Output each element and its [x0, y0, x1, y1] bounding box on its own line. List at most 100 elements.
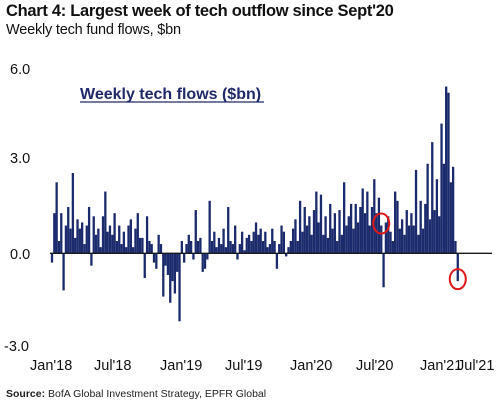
bar-2018-03-23	[76, 219, 79, 254]
bar-2019-04-26	[208, 200, 211, 254]
bar-2019-07-12	[234, 225, 237, 254]
bar-2018-11-23	[157, 234, 160, 254]
bar-2020-01-31	[301, 231, 304, 254]
bar-2020-09-18	[377, 197, 381, 254]
bar-2020-11-06	[394, 191, 397, 254]
bar-2018-04-06	[80, 222, 84, 254]
bar-2018-12-07	[162, 253, 165, 297]
bar-2018-10-26	[148, 240, 151, 254]
bar-2018-07-13	[113, 213, 116, 254]
bar-2019-10-25	[268, 244, 272, 254]
bar-2020-11-20	[398, 228, 401, 254]
bar-2019-07-05	[231, 244, 235, 254]
bar-2018-01-05	[50, 253, 54, 263]
bar-2018-01-19	[55, 182, 58, 254]
bar-2019-01-11	[173, 253, 177, 294]
bar-2018-08-10	[122, 231, 126, 254]
bar-2019-04-12	[203, 253, 207, 269]
bar-2019-10-18	[266, 247, 269, 254]
bar-2019-07-26	[238, 244, 241, 254]
bar-2020-12-18	[407, 225, 411, 254]
bar-2019-08-23	[247, 234, 251, 254]
bar-2018-05-25	[97, 228, 100, 254]
bar-2020-10-16	[387, 216, 390, 254]
bar-2019-01-04	[171, 253, 174, 282]
bar-2018-07-06	[111, 234, 114, 254]
bar-2018-06-01	[99, 247, 102, 254]
bar-2019-01-18	[176, 253, 179, 272]
y-axis: 6.0 3.0 0.0 -3.0	[4, 62, 30, 355]
bar-2020-09-11	[375, 213, 378, 254]
bar-2020-02-21	[308, 216, 311, 254]
bar-2018-08-17	[125, 247, 128, 254]
bar-2019-09-20	[257, 234, 260, 254]
bar-2019-02-15	[185, 244, 188, 254]
bar-2019-03-01	[189, 240, 193, 254]
bar-2019-11-08	[273, 240, 276, 254]
bar-2020-08-21	[368, 225, 371, 254]
bar-2018-12-28	[169, 253, 172, 303]
bar-2020-09-04	[373, 179, 376, 254]
bar-2018-09-21	[136, 213, 139, 254]
x-axis: Jan'18 Jul'18 Jan'19 Jul'19 Jan'20 Jul'2…	[30, 358, 494, 374]
bar-2021-02-26	[431, 142, 434, 254]
bar-2021-01-22	[419, 200, 422, 254]
bar-2018-11-09	[152, 253, 156, 263]
bar-2018-06-15	[104, 191, 107, 254]
bar-2019-06-07	[222, 228, 225, 254]
bar-2019-05-17	[215, 247, 218, 254]
bar-2020-03-13	[315, 191, 318, 254]
bar-2018-11-30	[159, 244, 163, 254]
bar-2018-08-24	[127, 225, 130, 254]
bar-2020-12-04	[403, 234, 406, 254]
bar-2018-02-16	[64, 225, 68, 254]
x-tick-label-jan18: Jan'18	[30, 358, 72, 374]
bar-2020-04-03	[322, 234, 325, 254]
bar-2019-11-29	[280, 225, 283, 254]
bar-2018-06-22	[106, 231, 109, 254]
bar-2021-01-15	[417, 234, 420, 254]
bar-2020-10-23	[389, 231, 392, 254]
bar-2020-06-19	[347, 216, 350, 254]
bar-2019-09-27	[259, 228, 262, 254]
bar-2018-02-09	[62, 253, 65, 291]
bar-2019-06-14	[224, 247, 228, 254]
bar-2020-08-07	[363, 213, 367, 254]
bar-2018-08-31	[129, 219, 132, 254]
bar-2020-10-09	[384, 222, 388, 254]
bar-2018-01-26	[57, 240, 61, 254]
bar-2018-05-11	[92, 216, 95, 254]
bar-2019-06-21	[227, 207, 230, 254]
bar-2019-07-19	[236, 253, 239, 260]
bar-2018-03-30	[78, 228, 81, 254]
bar-2019-04-05	[201, 253, 204, 272]
bar-2021-05-07	[454, 240, 457, 254]
bar-2021-03-19	[438, 216, 441, 254]
bar-2020-07-10	[354, 203, 357, 254]
bar-2020-07-03	[352, 228, 355, 254]
bar-2018-06-08	[101, 216, 105, 254]
bar-2020-01-10	[294, 219, 297, 254]
bar-2021-03-05	[433, 210, 436, 254]
bar-2020-03-20	[317, 222, 320, 254]
bar-2020-06-05	[343, 182, 346, 254]
bar-2021-02-12	[426, 163, 429, 254]
bar-2020-02-28	[310, 234, 313, 254]
x-tick-label-jul20: Jul'20	[356, 358, 393, 374]
highlight-circle-2020-09-25	[372, 212, 391, 235]
bar-2020-08-14	[366, 191, 369, 254]
bar-2019-09-06	[252, 231, 255, 254]
source-note: Source: BofA Global Investment Strategy,…	[6, 388, 266, 400]
bar-2021-03-26	[440, 123, 443, 254]
bar-2020-04-17	[326, 237, 330, 254]
bar-2020-10-02	[382, 253, 385, 288]
bar-2019-03-08	[192, 253, 195, 260]
bar-2019-08-09	[243, 250, 246, 254]
bar-2018-03-16	[74, 237, 77, 254]
bar-2018-09-28	[138, 237, 142, 254]
bar-2020-10-30	[391, 240, 394, 254]
bar-2020-01-24	[298, 200, 302, 254]
bar-2019-05-10	[213, 231, 216, 254]
bar-2019-05-03	[210, 240, 214, 254]
bar-2019-08-30	[250, 240, 253, 254]
